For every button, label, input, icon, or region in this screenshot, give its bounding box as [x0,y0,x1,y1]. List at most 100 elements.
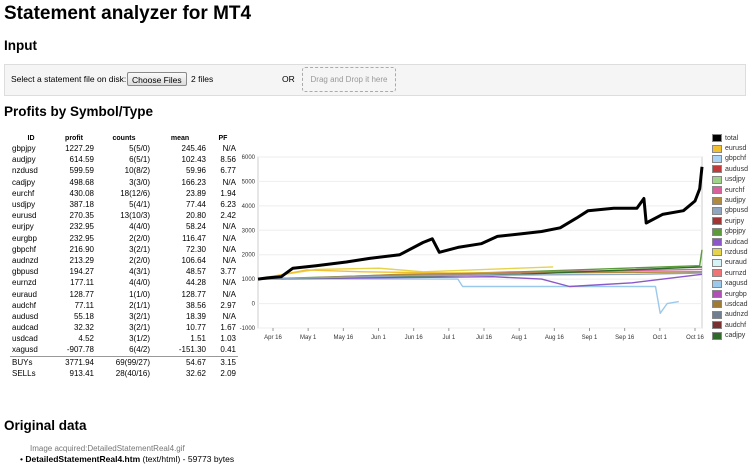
choose-files-button[interactable]: Choose Files [127,72,187,86]
table-cell: 23.89 [185,188,206,198]
legend-item: audcad [712,237,748,247]
table-cell: 2.42 [220,211,236,221]
table-cell: 20.80 [185,211,206,221]
table-row: usdjpy 387.18 5(4/1) 77.44 6.23 [10,199,238,210]
y-tick-label: -1000 [240,326,256,332]
table-cell: 245.46 [181,144,206,154]
x-tick-label: Sep 1 [582,335,598,341]
table-cell: 10.77 [185,323,206,333]
legend-label: usdcad [725,300,748,308]
y-tick-label: 1000 [242,277,256,283]
legend-label: usdjpy [725,176,746,184]
table-cell: 106.64 [181,255,206,265]
or-label: OR [282,74,295,84]
legend-label: eurchf [725,186,745,194]
table-cell: 913.41 [69,368,94,378]
table-cell: 1(1/0) [129,289,150,299]
legend-swatch [712,238,722,247]
table-cell: nzdusd [12,166,38,176]
table-cell: 48.57 [185,267,206,277]
table-cell: 3(3/0) [129,177,150,187]
table-cell: 2.97 [220,300,236,310]
column-header: ID [27,134,35,142]
column-header: profit [65,134,83,142]
legend-label: eurusd [725,145,747,153]
table-cell: 77.11 [74,300,94,310]
table-cell: 614.59 [69,155,94,165]
table-cell: -151.30 [178,345,206,355]
column-header: PF [218,134,228,142]
legend-item: xagusd [712,278,748,288]
x-tick-label: Apr 16 [264,335,282,341]
x-tick-label: Jun 1 [371,335,386,341]
legend-item: gbpusd [712,206,748,216]
table-cell: 10(8/2) [124,166,150,176]
page-title: Statement analyzer for MT4 [4,3,252,24]
x-tick-label: May 16 [333,335,353,341]
legend-label: audnzd [725,311,748,319]
table-cell: usdjpy [12,200,36,210]
legend-swatch [712,134,722,143]
table-cell: eurusd [12,211,37,221]
table-cell: 4(4/0) [129,278,150,288]
table-cell: eurjpy [12,222,34,232]
y-tick-label: 3000 [242,228,256,234]
table-cell: BUYs [10,355,52,368]
legend-swatch [712,227,722,236]
table-cell: 3(1/2) [129,334,150,344]
table-row: audjpy 614.59 6(5/1) 102.43 8.56 [10,154,238,165]
x-tick-label: Aug 16 [545,335,565,341]
legend-swatch [712,144,722,153]
x-tick-label: Oct 1 [653,335,668,341]
y-tick-label: 5000 [242,179,256,185]
table-cell: 6.23 [220,200,236,210]
legend-swatch [712,310,722,319]
profits-table: ID profit counts mean PF gbpjpy 1227.29 5(5/0)… [10,133,238,379]
table-cell: 5(4/1) [129,200,150,210]
table-row: usdcad 4.52 3(1/2) 1.51 1.03 [10,333,238,344]
table-cell: 102.43 [181,155,206,165]
table-cell: 270.35 [69,211,94,221]
table-cell: N/A [222,144,236,154]
legend-label: audusd [725,165,748,173]
table-cell: 6(5/1) [129,155,150,165]
file-entry: • DetailedStatementReal4.htm (text/html)… [20,454,235,464]
file-name: DetailedStatementReal4.htm [25,454,141,464]
table-cell: 4(3/1) [129,267,150,277]
table-cell: eurchf [12,188,35,198]
table-cell: N/A [222,289,236,299]
legend-swatch [712,248,722,257]
table-cell: 213.29 [69,255,94,265]
x-tick-label: May 1 [300,335,317,341]
table-cell: 166.23 [181,177,206,187]
table-cell: audjpy [12,155,36,165]
column-header: counts [112,134,136,142]
table-cell: audcad [12,323,39,333]
table-cell: 77.44 [185,200,206,210]
legend-label: audcad [725,238,748,246]
table-header-row: ID profit counts mean PF [10,133,238,143]
table-cell: -907.78 [66,345,94,355]
table-cell: 58.24 [185,222,206,232]
drop-zone[interactable]: Drag and Drop it here [302,67,396,92]
table-cell: 3771.94 [52,355,96,368]
table-cell: 6.77 [220,166,236,176]
legend-label: eurgbp [725,290,747,298]
legend-label: nzdusd [725,248,748,256]
table-row: gbpusd 194.27 4(3/1) 48.57 3.77 [10,266,238,277]
legend-label: euraud [725,259,747,267]
file-info: (text/html) - 59773 bytes [140,454,235,464]
legend-label: total [725,134,739,142]
legend-swatch [712,165,722,174]
x-tick-label: Jul 16 [476,335,493,341]
input-panel: Select a statement file on disk: Choose … [4,64,746,96]
y-tick-label: 0 [252,302,256,308]
table-cell: N/A [222,278,236,288]
table-cell: 2.09 [220,368,236,378]
legend-item: eurjpy [712,216,748,226]
legend-item: audnzd [712,310,748,320]
legend-label: audjpy [725,197,746,205]
legend-item: usdjpy [712,175,748,185]
table-cell: N/A [222,233,236,243]
table-cell: 18(12/6) [120,188,150,198]
